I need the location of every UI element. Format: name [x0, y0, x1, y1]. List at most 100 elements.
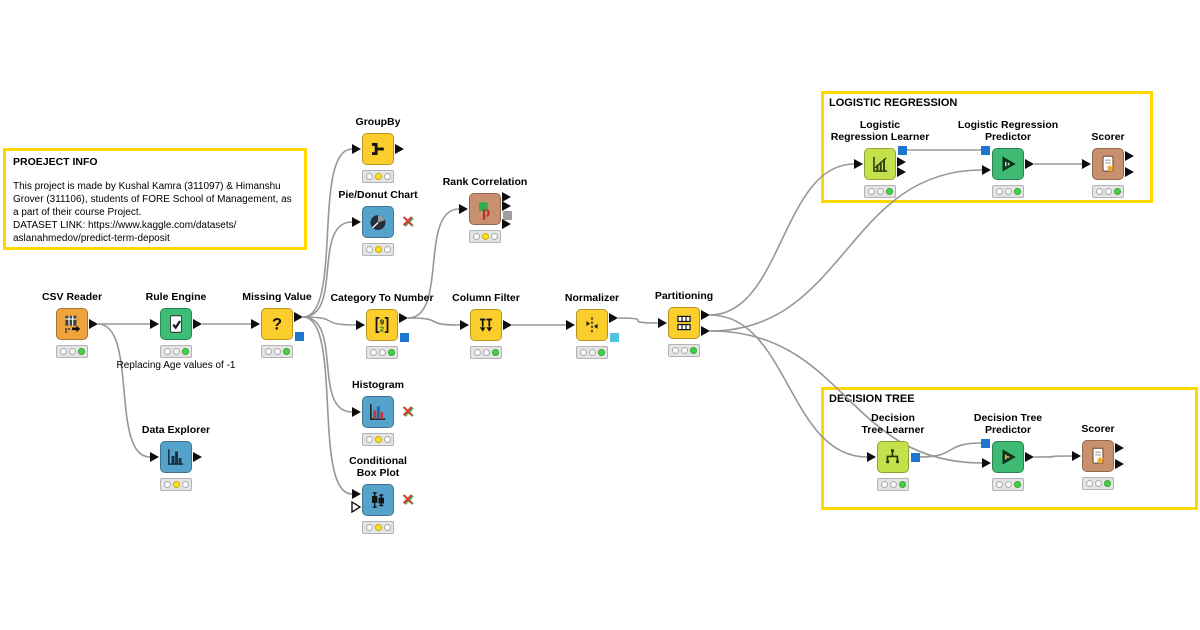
connection-decision-tree-learner-to-decision-tree-predictor[interactable] — [918, 442, 983, 458]
output-port-icon[interactable] — [897, 167, 906, 177]
input-port-icon[interactable] — [352, 407, 361, 417]
output-port-icon[interactable] — [897, 157, 906, 167]
node-histogram[interactable]: Histogram ✕ — [352, 379, 414, 446]
node-body[interactable]: p — [469, 193, 501, 225]
connection-missing-value-to-groupby[interactable] — [302, 148, 353, 318]
node-dt-scorer[interactable]: Scorer ✱ — [1072, 423, 1124, 490]
node-logistic-regression-learner[interactable]: Logistic Regression Learner — [831, 119, 929, 198]
node-pie-donut-chart[interactable]: Pie/Donut Chart ✕ — [338, 189, 418, 256]
connection-partitioning-to-logistic-regression-predictor[interactable] — [709, 169, 983, 332]
node-body[interactable] — [56, 308, 88, 340]
output-port-icon[interactable] — [1115, 443, 1124, 453]
optional-input-port-icon[interactable] — [351, 500, 362, 514]
node-lr-scorer[interactable]: Scorer ✱ — [1082, 131, 1134, 198]
input-port-icon[interactable] — [1082, 159, 1091, 169]
input-port-icon[interactable] — [566, 320, 575, 330]
output-port-icon[interactable] — [1125, 167, 1134, 177]
connection-normalizer-to-partitioning[interactable] — [617, 317, 659, 324]
output-port-icon[interactable] — [502, 219, 511, 229]
output-port-icon[interactable] — [89, 319, 98, 329]
node-logistic-regression-predictor[interactable]: Logistic Regression Predictor — [958, 119, 1058, 198]
node-groupby[interactable]: GroupBy — [352, 116, 404, 183]
output-port-icon[interactable] — [193, 319, 202, 329]
output-port-icon[interactable] — [294, 312, 303, 322]
node-normalizer[interactable]: Normalizer — [565, 292, 619, 359]
node-rule-engine[interactable]: Rule Engine Replacing Age values of -1 — [117, 291, 236, 371]
node-conditional-box-plot[interactable]: Conditional Box Plot ✕ — [349, 455, 414, 534]
connection-missing-value-to-category-to-number[interactable] — [302, 316, 357, 326]
input-port-icon[interactable] — [251, 319, 260, 329]
input-port-icon[interactable] — [352, 144, 361, 154]
node-body[interactable] — [160, 441, 192, 473]
node-csv-reader[interactable]: CSV Reader — [42, 291, 102, 358]
input-port-icon[interactable] — [352, 217, 361, 227]
node-missing-value[interactable]: Missing Value? — [242, 291, 312, 358]
input-port-icon[interactable] — [150, 452, 159, 462]
node-body[interactable] — [864, 148, 896, 180]
node-body[interactable] — [576, 309, 608, 341]
node-rank-correlation[interactable]: Rank Correlation p — [443, 176, 527, 243]
input-port-icon[interactable] — [460, 320, 469, 330]
node-body[interactable]: ✱ — [1092, 148, 1124, 180]
connection-missing-value-to-pie-donut-chart[interactable] — [302, 221, 353, 318]
output-port-icon[interactable] — [395, 144, 404, 154]
node-body[interactable] — [668, 307, 700, 339]
connection-partitioning-to-decision-tree-learner[interactable] — [709, 314, 868, 458]
output-port-icon[interactable] — [1025, 159, 1034, 169]
node-data-explorer[interactable]: Data Explorer — [142, 424, 210, 491]
input-port-icon[interactable] — [1072, 451, 1081, 461]
node-column-filter[interactable]: Column Filter — [452, 292, 520, 359]
input-port-icon[interactable] — [658, 318, 667, 328]
input-port-icon[interactable] — [854, 159, 863, 169]
node-body[interactable]: ✱ — [1082, 440, 1114, 472]
connection-missing-value-to-conditional-box-plot[interactable] — [302, 316, 353, 495]
model-port-icon[interactable] — [911, 452, 920, 462]
input-port-icon[interactable] — [150, 319, 159, 329]
input-port-icon[interactable] — [356, 320, 365, 330]
input-port-icon[interactable] — [982, 458, 991, 468]
connection-category-to-number-to-rank-correlation[interactable] — [407, 208, 460, 319]
input-port-icon[interactable] — [867, 452, 876, 462]
node-decision-tree-predictor[interactable]: Decision Tree Predictor — [974, 412, 1042, 491]
connection-partitioning-to-logistic-regression-learner[interactable] — [709, 163, 855, 316]
output-port-icon[interactable] — [701, 326, 710, 336]
output-port-icon[interactable] — [1125, 151, 1134, 161]
node-body[interactable] — [362, 484, 394, 516]
node-partitioning[interactable]: Partitioning — [655, 290, 713, 357]
node-body[interactable] — [470, 309, 502, 341]
connection-decision-tree-predictor-to-dt-scorer[interactable] — [1033, 455, 1073, 458]
node-body[interactable] — [362, 133, 394, 165]
model-port-icon[interactable] — [981, 145, 990, 155]
node-body[interactable]: ? — [261, 308, 293, 340]
output-port-icon[interactable] — [1025, 452, 1034, 462]
model-port-icon[interactable] — [295, 331, 304, 341]
input-port-icon[interactable] — [352, 489, 361, 499]
input-port-icon[interactable] — [459, 204, 468, 214]
node-body[interactable] — [992, 441, 1024, 473]
node-body[interactable] — [160, 308, 192, 340]
project-info-annotation[interactable]: PROEJECT INFO This project is made by Ku… — [3, 148, 307, 250]
model-port-icon[interactable] — [981, 438, 990, 448]
gray-port-icon[interactable] — [503, 210, 512, 220]
logistic-regression-group-box[interactable]: LOGISTIC REGRESSION — [821, 91, 1153, 203]
output-port-icon[interactable] — [502, 201, 511, 211]
cyan-port-icon[interactable] — [610, 332, 619, 342]
connection-missing-value-to-histogram[interactable] — [302, 316, 353, 413]
model-port-icon[interactable] — [898, 145, 907, 155]
output-port-icon[interactable] — [1115, 459, 1124, 469]
model-port-icon[interactable] — [400, 332, 409, 342]
node-body[interactable] — [362, 396, 394, 428]
node-body[interactable] — [362, 206, 394, 238]
output-port-icon[interactable] — [503, 320, 512, 330]
node-decision-tree-learner[interactable]: Decision Tree Learner — [861, 412, 925, 491]
output-port-icon[interactable] — [399, 313, 408, 323]
output-port-icon[interactable] — [193, 452, 202, 462]
output-port-icon[interactable] — [701, 310, 710, 320]
output-port-icon[interactable] — [502, 192, 511, 202]
input-port-icon[interactable] — [982, 165, 991, 175]
connection-category-to-number-to-column-filter[interactable] — [407, 317, 461, 326]
connection-csv-reader-to-data-explorer[interactable] — [97, 323, 151, 458]
output-port-icon[interactable] — [609, 313, 618, 323]
